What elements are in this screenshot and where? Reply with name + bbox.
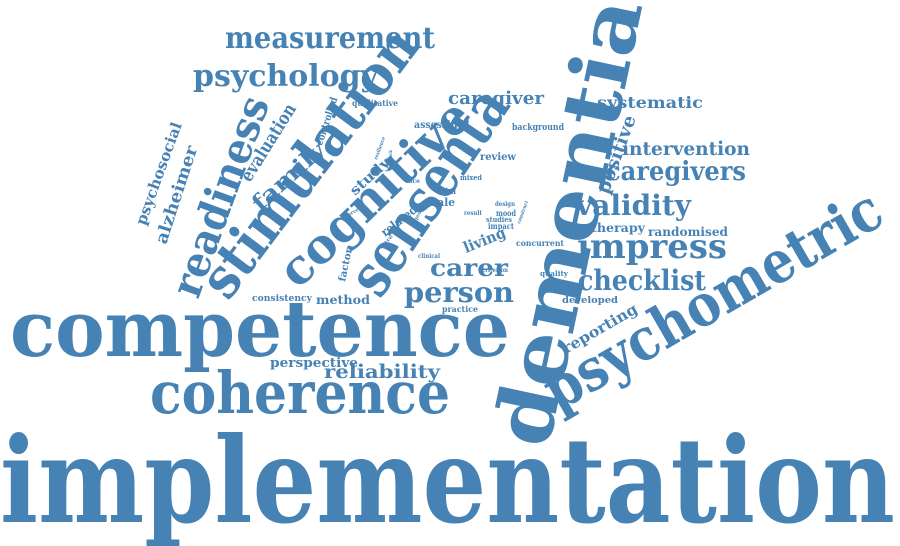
word-qualitative: qualitative [352,98,398,108]
word-competence: competence [10,284,510,375]
word-person: person [404,276,514,309]
word-systematic: systematic [597,93,703,112]
word-reliability: reliability [324,361,441,383]
word-intervention: intervention [622,138,750,160]
word-quality: quality [540,269,569,278]
word-consistency: consistency [252,294,313,304]
word-review: review [480,152,516,163]
word-caregiver: caregiver [448,88,545,109]
word-perspective: perspective [270,356,358,371]
word-developed: developed [562,296,619,306]
word-impress: impress [577,227,727,267]
word-therapy: therapy [591,221,646,235]
word-mood: mood [496,208,516,218]
word-caregivers: caregivers [606,157,746,187]
word-carer: carer [430,253,508,282]
word-checklist: checklist [578,264,706,297]
word-coherence: coherence [150,359,450,427]
word-face: face [406,178,420,185]
word-trial: trial [438,186,456,196]
word-studies: studies [486,215,512,224]
word-method: method [316,293,371,307]
word-assessing: assessing [414,120,464,131]
word-validity: validity [575,189,692,222]
word-feedback: feedback [388,150,394,170]
word-implementation: implementation [0,411,895,546]
word-concurrent: concurrent [516,238,564,248]
word-practice: practice [442,304,478,314]
word-scale: scale [425,196,455,209]
word-background: background [512,123,565,133]
word-impact: impact [488,221,514,231]
word-mixed: mixed [460,173,482,182]
word-design: design [495,201,516,208]
word-randomised: randomised [648,225,729,239]
word-criterion: criterion [482,267,509,274]
word-measurement: measurement [225,21,435,56]
word-clinical: clinical [418,253,441,260]
word-result: result [464,210,482,217]
word-psychology: psychology [193,59,380,94]
